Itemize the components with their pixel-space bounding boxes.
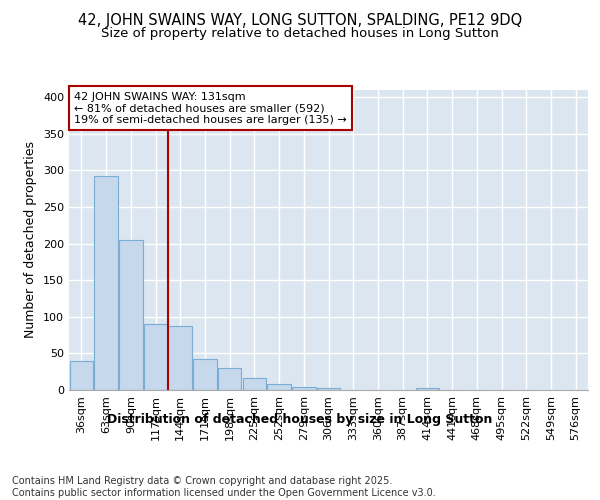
Bar (317, 388, 340, 390)
Bar (416, 388, 439, 390)
Text: Size of property relative to detached houses in Long Sutton: Size of property relative to detached ho… (101, 28, 499, 40)
Bar (169, 326, 192, 390)
Bar (242, 378, 266, 390)
Text: Distribution of detached houses by size in Long Sutton: Distribution of detached houses by size … (107, 412, 493, 426)
Bar (70, 360, 93, 390)
Bar (144, 324, 167, 390)
Text: 42, JOHN SWAINS WAY, LONG SUTTON, SPALDING, PE12 9DQ: 42, JOHN SWAINS WAY, LONG SUTTON, SPALDI… (78, 12, 522, 28)
Text: 42 JOHN SWAINS WAY: 131sqm
← 81% of detached houses are smaller (592)
19% of sem: 42 JOHN SWAINS WAY: 131sqm ← 81% of deta… (74, 92, 347, 124)
Bar (292, 387, 316, 390)
Y-axis label: Number of detached properties: Number of detached properties (25, 142, 37, 338)
Bar (218, 368, 241, 390)
Text: Contains HM Land Registry data © Crown copyright and database right 2025.
Contai: Contains HM Land Registry data © Crown c… (12, 476, 436, 498)
Bar (268, 384, 291, 390)
Bar (193, 358, 217, 390)
Bar (119, 240, 143, 390)
Bar (94, 176, 118, 390)
